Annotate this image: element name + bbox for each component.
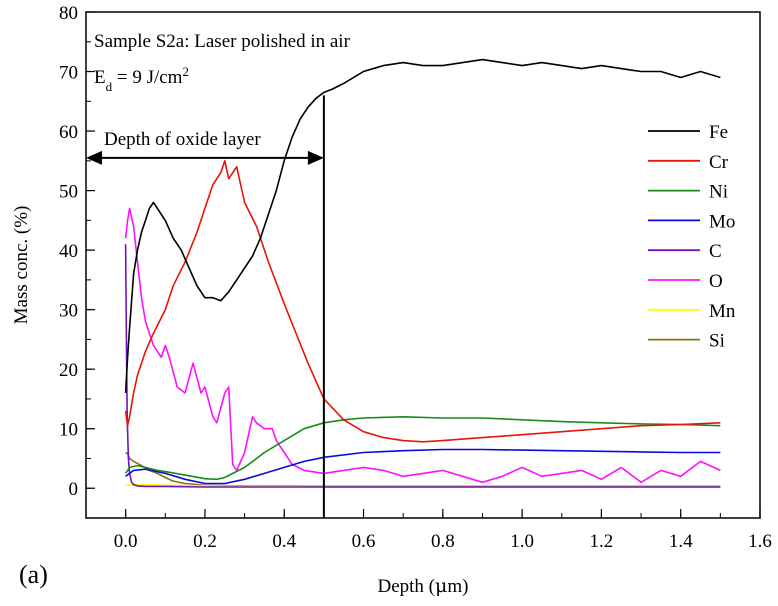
y-tick-label: 60 [59,122,78,143]
x-tick-label: 1.4 [669,531,693,552]
y-tick-label: 50 [59,182,78,203]
x-tick-label: 0.6 [352,531,376,552]
series-layer [124,58,721,488]
legend-label-mn: Mn [709,301,736,322]
y-tick-label: 0 [69,479,79,500]
y-tick-label: 30 [59,301,78,322]
x-tick-label: 1.6 [748,531,772,552]
y-tick-label: 40 [59,241,78,262]
x-tick-label: 0.0 [114,531,138,552]
oxide-layer-label: Depth of oxide layer [104,129,261,150]
series-line-mo [125,448,721,485]
y-tick-label: 80 [59,3,78,24]
series-line-cr [124,160,721,443]
x-tick-label: 0.4 [272,531,296,552]
series-line-fe [124,58,721,394]
y-tick-label: 70 [59,63,78,84]
series-line-ni [124,415,721,481]
x-tick-label: 0.8 [431,531,455,552]
y-tick-label: 20 [59,360,78,381]
panel-label: (a) [19,560,48,589]
legend-label-mo: Mo [709,211,735,232]
legend-label-o: O [709,271,723,292]
arrow-head-right-icon [307,150,324,165]
legend-label-fe: Fe [709,122,728,143]
tick-layer: 0.0 0.2 0.4 0.6 0.8 1.0 1.2 1.4 1.6 0 10 20 30 40 50 60… [59,3,772,552]
chart-title: Sample S2a: Laser polished in air [94,31,351,52]
x-tick-label: 1.2 [590,531,614,552]
x-axis-title: Depth (μm) [378,575,469,597]
energy-label: Ed = 9 J/cm2 [94,64,189,94]
legend-label-ni: Ni [709,182,728,203]
y-axis-title: Mass conc. (%) [11,206,32,325]
legend: Fe Cr Ni Mo CO Mn Si [648,122,736,352]
arrow-head-left-icon [86,150,102,165]
y-tick-label: 10 [59,420,78,441]
series-line-o [124,207,721,484]
legend-label-c: C [709,241,722,262]
legend-label-si: Si [709,331,725,352]
series-line-c [124,244,721,488]
annotation-layer [86,95,325,518]
legend-label-cr: Cr [709,152,729,173]
x-tick-label: 1.0 [510,531,534,552]
plot-frame [85,11,761,519]
x-tick-label: 0.2 [193,531,217,552]
series-line-si [125,451,721,488]
